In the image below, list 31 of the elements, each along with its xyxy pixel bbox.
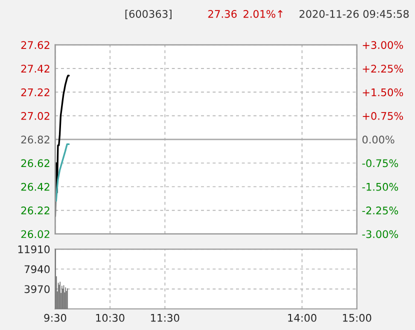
x-tick-label: 11:30	[151, 314, 180, 322]
y2-tick-label: -3.00%	[362, 230, 398, 238]
y-tick-label: 11910	[18, 245, 50, 254]
y2-tick-label: +0.75%	[362, 112, 404, 120]
y-tick-label: 27.62	[21, 41, 50, 49]
y2-tick-label: +3.00%	[362, 41, 404, 49]
y2-tick-label: 0.00%	[362, 136, 394, 144]
y-tick-label: 26.82	[21, 136, 50, 144]
y2-tick-label: -0.75%	[362, 159, 398, 168]
y-tick-label: 27.22	[21, 88, 50, 96]
y-tick-label: 3970	[24, 285, 50, 294]
y-tick-label: 26.62	[21, 159, 50, 168]
y-tick-label: 27.42	[21, 64, 50, 72]
x-tick-label: 14:00	[288, 314, 316, 322]
x-tick-label: 9:30	[44, 314, 66, 322]
y-tick-label: 26.42	[21, 182, 50, 191]
x-tick-label: 15:00	[343, 314, 372, 322]
y-tick-label: 26.22	[21, 206, 50, 214]
chart-title: [600363]	[125, 10, 172, 20]
y-tick-label: 27.02	[21, 112, 50, 120]
x-tick-label: 10:30	[96, 314, 124, 322]
text: 27.36	[208, 10, 237, 18]
y-tick-label: 26.02	[21, 230, 50, 238]
y2-tick-label: -1.50%	[362, 182, 398, 191]
y2-tick-label: +1.50%	[362, 88, 404, 96]
line-series	[55, 143, 70, 202]
y-tick-label: 7940	[24, 265, 50, 274]
y2-tick-label: +2.25%	[362, 64, 404, 73]
text: 2020-11-26 09:45:58	[300, 10, 409, 18]
text: 2.01%↑	[244, 10, 282, 18]
y2-tick-label: -2.25%	[362, 206, 398, 214]
